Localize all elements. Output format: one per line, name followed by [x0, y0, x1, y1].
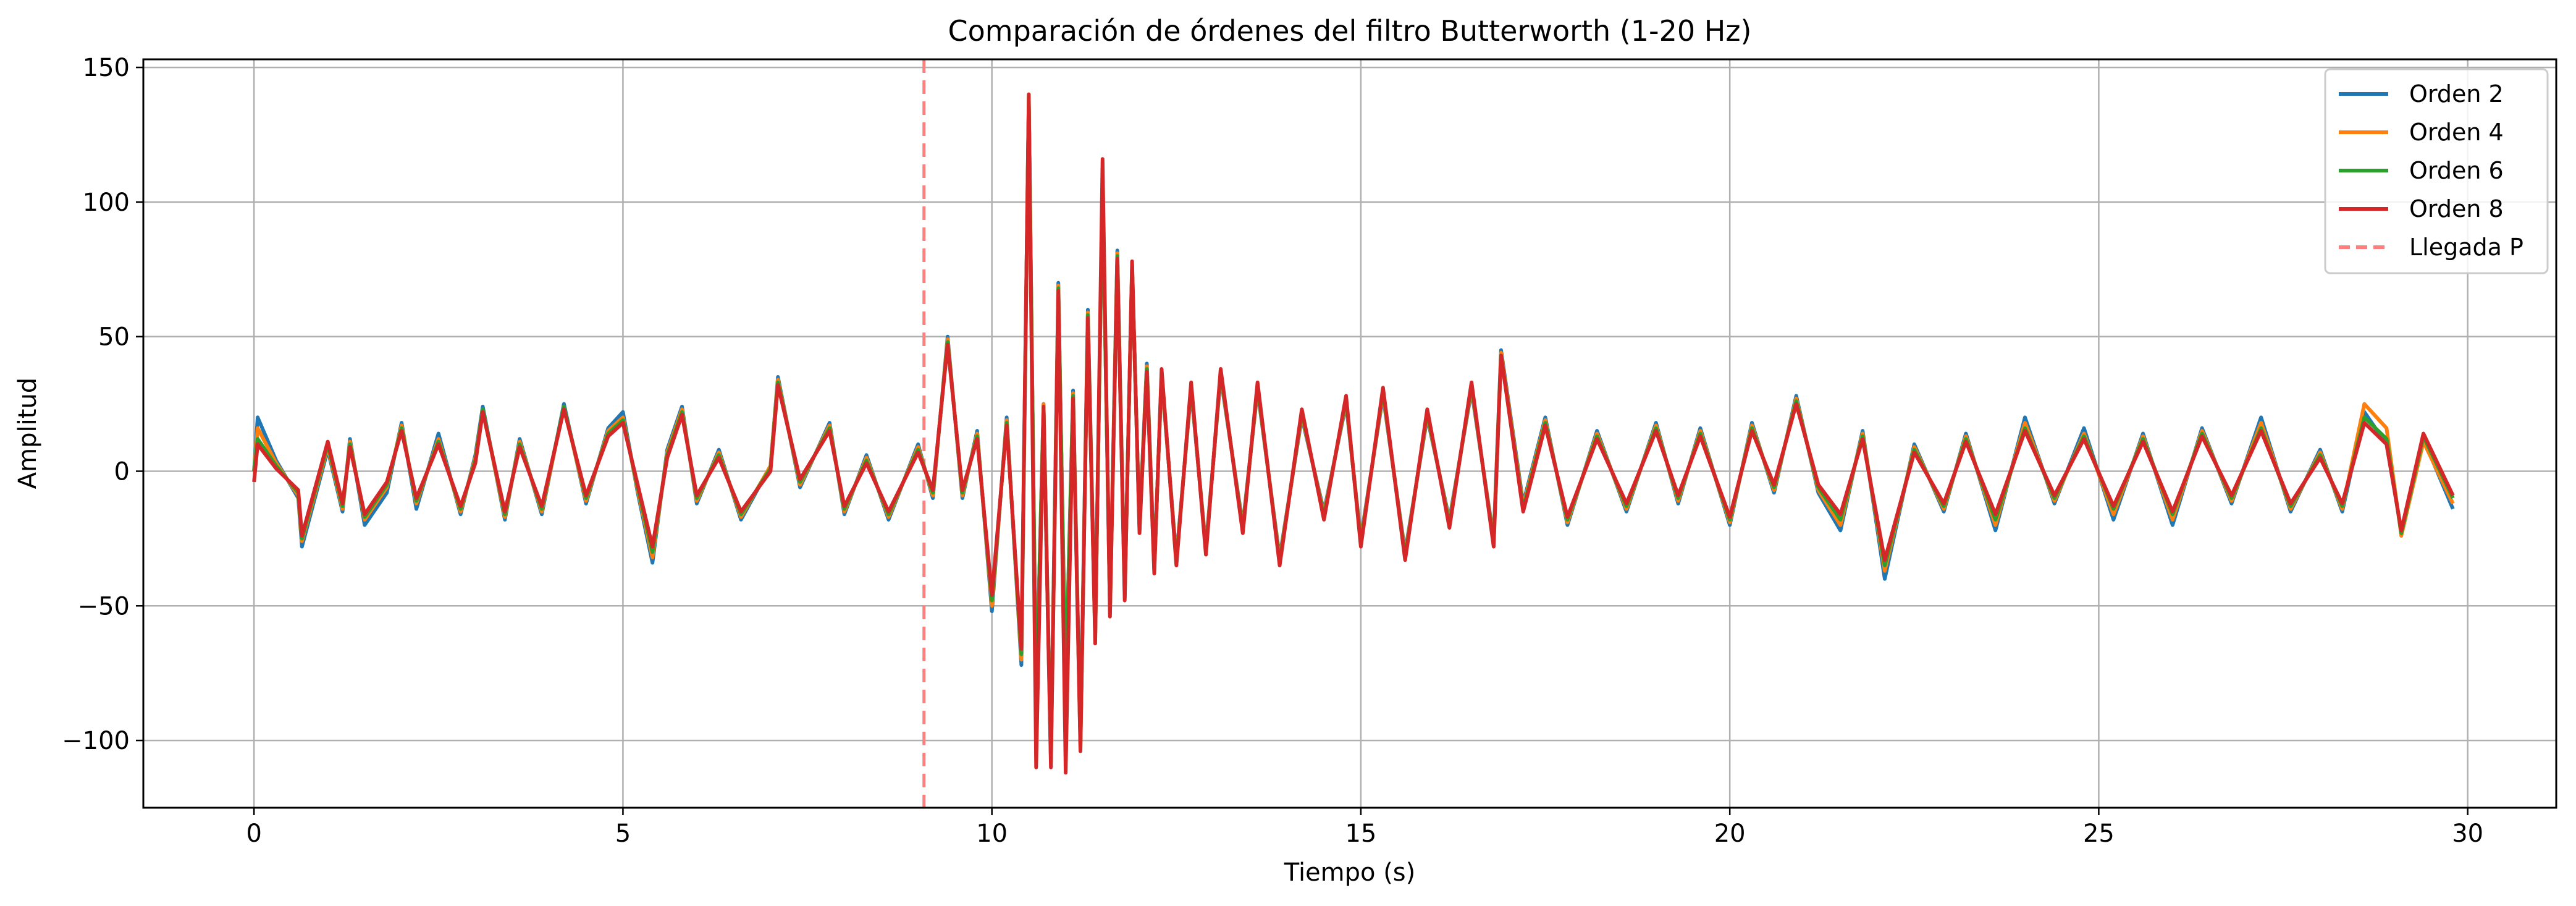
y-tick-label: −100	[62, 727, 130, 755]
x-tick-label: 30	[2452, 819, 2483, 848]
chart-legend: Orden 2 Orden 4 Orden 6 Orden 8 Llegada P	[2324, 68, 2549, 274]
x-tick-label: 15	[1345, 819, 1376, 848]
y-tick-label: 100	[83, 188, 130, 217]
x-tick-label: 5	[615, 819, 631, 848]
x-axis-label: Tiempo (s)	[1284, 858, 1416, 887]
series-line-orden-8	[252, 92, 2455, 775]
y-tick-label: −50	[78, 592, 130, 620]
y-axis-label: Amplitud	[14, 378, 42, 489]
legend-label: Llegada P	[2409, 234, 2523, 261]
x-tick-label: 10	[976, 819, 1008, 848]
y-axis-ticks: −100 −50 0 50 100 150	[62, 54, 143, 755]
y-tick-label: 150	[83, 54, 130, 82]
legend-label: Orden 4	[2409, 119, 2504, 146]
legend-box	[2324, 68, 2549, 274]
x-axis-ticks: 0 5 10 15 20 25 30	[246, 808, 2483, 848]
plot-frame	[142, 58, 2557, 809]
series-lines	[252, 92, 2455, 775]
chart-title: Comparación de órdenes del filtro Butter…	[948, 14, 1752, 48]
x-tick-label: 20	[1714, 819, 1746, 848]
legend-label: Orden 2	[2409, 80, 2504, 108]
y-tick-label: 0	[114, 457, 130, 486]
y-tick-label: 50	[98, 323, 130, 352]
x-tick-label: 0	[246, 819, 261, 848]
x-tick-label: 25	[2083, 819, 2115, 848]
legend-label: Orden 6	[2409, 157, 2504, 184]
legend-label: Orden 8	[2409, 195, 2504, 222]
